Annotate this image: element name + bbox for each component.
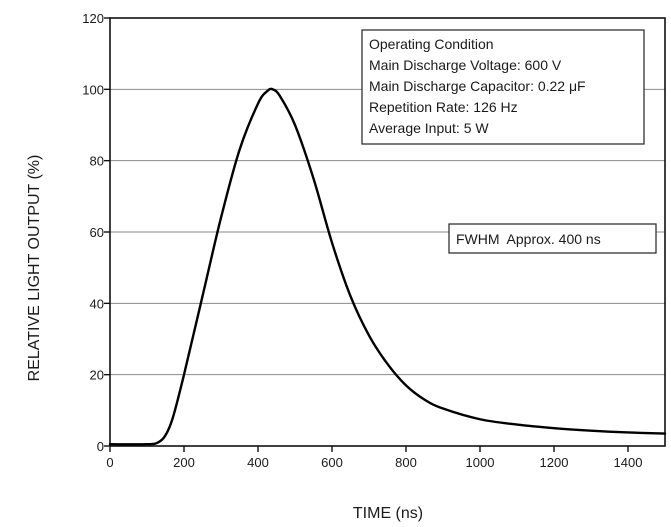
fwhm-frame xyxy=(448,223,657,254)
x-tick-label: 1200 xyxy=(540,455,569,470)
x-tick-label: 0 xyxy=(106,455,113,470)
main-discharge-capacitor: Main Discharge Capacitor: 0.22 μF xyxy=(369,78,586,94)
y-tick-label: 80 xyxy=(90,154,104,169)
x-tick-label: 600 xyxy=(321,455,343,470)
fwhm-label: FWHM Approx. 400 ns xyxy=(456,231,601,247)
y-axis-title: RELATIVE LIGHT OUTPUT (%) xyxy=(26,155,43,382)
x-tick-label: 1000 xyxy=(466,455,495,470)
main-discharge-voltage: Main Discharge Voltage: 600 V xyxy=(369,57,562,73)
x-axis-title: TIME (ns) xyxy=(353,505,423,522)
average-input: Average Input: 5 W xyxy=(369,120,489,136)
x-tick-label: 1400 xyxy=(614,455,643,470)
fwhm-box: FWHM Approx. 400 ns xyxy=(448,223,657,254)
repetition-rate: Repetition Rate: 126 Hz xyxy=(369,99,518,115)
y-tick-label: 120 xyxy=(82,11,104,26)
operating-condition-box: Operating Condition Main Discharge Volta… xyxy=(361,29,645,145)
operating-condition-title: Operating Condition xyxy=(369,36,494,52)
x-tick-label: 200 xyxy=(173,455,195,470)
x-tick-label: 400 xyxy=(247,455,269,470)
series-layer xyxy=(108,87,667,446)
y-tick-label: 60 xyxy=(90,225,104,240)
y-tick-label: 40 xyxy=(90,296,104,311)
y-tick-label: 100 xyxy=(82,82,104,97)
y-tick-label: 20 xyxy=(90,368,104,383)
y-tick-label: 0 xyxy=(97,439,104,454)
x-tick-label: 800 xyxy=(395,455,417,470)
light-output-curve xyxy=(108,87,667,446)
operating-condition-frame xyxy=(361,29,645,145)
